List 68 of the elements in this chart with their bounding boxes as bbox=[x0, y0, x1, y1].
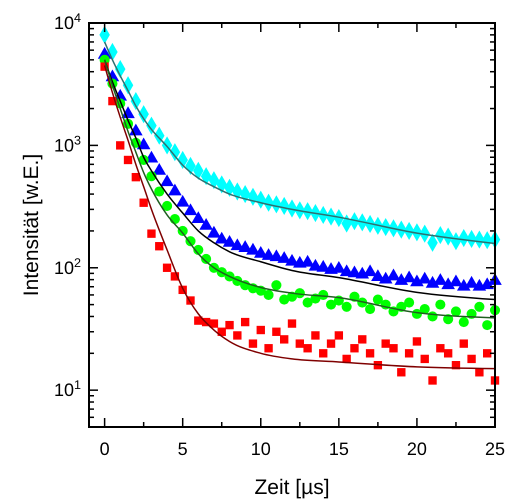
point bbox=[311, 331, 320, 340]
point bbox=[272, 328, 281, 336]
point bbox=[474, 302, 484, 312]
point bbox=[450, 306, 462, 316]
point bbox=[233, 331, 242, 340]
point bbox=[210, 319, 218, 328]
point bbox=[248, 339, 258, 348]
point bbox=[303, 344, 312, 352]
point bbox=[404, 349, 414, 358]
x-tick-label: 15 bbox=[328, 439, 349, 459]
point bbox=[428, 376, 437, 385]
y-tick-label: 10$^{4}$ bbox=[54, 11, 81, 33]
point bbox=[139, 198, 148, 207]
point bbox=[162, 200, 172, 211]
point bbox=[420, 304, 430, 314]
point bbox=[460, 339, 468, 348]
x-axis-title: Zeit [µs] bbox=[254, 476, 330, 499]
point bbox=[444, 349, 452, 358]
point bbox=[389, 344, 398, 352]
point bbox=[288, 319, 296, 328]
point bbox=[302, 297, 313, 308]
point bbox=[154, 186, 164, 197]
point bbox=[397, 368, 406, 376]
x-tick-label: 25 bbox=[484, 439, 506, 459]
y-axis-title: Intensität [w.E.] bbox=[20, 154, 43, 296]
point bbox=[256, 326, 265, 334]
point bbox=[365, 304, 376, 314]
y-tick-label: 10$^{2}$ bbox=[54, 256, 81, 278]
point bbox=[382, 339, 390, 348]
point bbox=[124, 156, 132, 164]
x-tick-label: 5 bbox=[178, 439, 188, 459]
x-tick-label: 0 bbox=[100, 439, 110, 459]
point bbox=[264, 290, 274, 300]
point bbox=[404, 297, 414, 308]
point bbox=[296, 339, 304, 348]
point bbox=[435, 300, 446, 310]
point bbox=[372, 294, 383, 305]
point bbox=[334, 331, 344, 340]
point bbox=[240, 318, 250, 326]
point bbox=[225, 320, 234, 330]
point bbox=[116, 141, 124, 150]
point bbox=[482, 320, 492, 330]
point bbox=[155, 242, 164, 250]
point bbox=[412, 337, 422, 346]
point bbox=[319, 349, 328, 358]
point bbox=[132, 172, 140, 182]
point bbox=[326, 339, 336, 348]
point bbox=[358, 335, 366, 344]
point bbox=[342, 302, 352, 312]
point bbox=[271, 280, 282, 290]
point bbox=[264, 344, 273, 352]
point bbox=[147, 229, 156, 238]
x-tick-label: 10 bbox=[250, 439, 271, 459]
y-tick-label: 10$^{1}$ bbox=[54, 378, 81, 400]
point bbox=[326, 300, 336, 310]
point bbox=[280, 335, 288, 344]
point bbox=[483, 349, 492, 358]
point bbox=[350, 344, 359, 352]
point bbox=[194, 316, 202, 325]
point bbox=[279, 294, 290, 305]
point bbox=[420, 354, 429, 364]
y-tick-label: 10$^{3}$ bbox=[54, 133, 81, 156]
point bbox=[467, 354, 476, 364]
point bbox=[366, 349, 374, 358]
x-tick-label: 20 bbox=[406, 439, 427, 459]
point bbox=[436, 344, 445, 352]
point bbox=[458, 317, 469, 328]
point bbox=[162, 264, 172, 272]
